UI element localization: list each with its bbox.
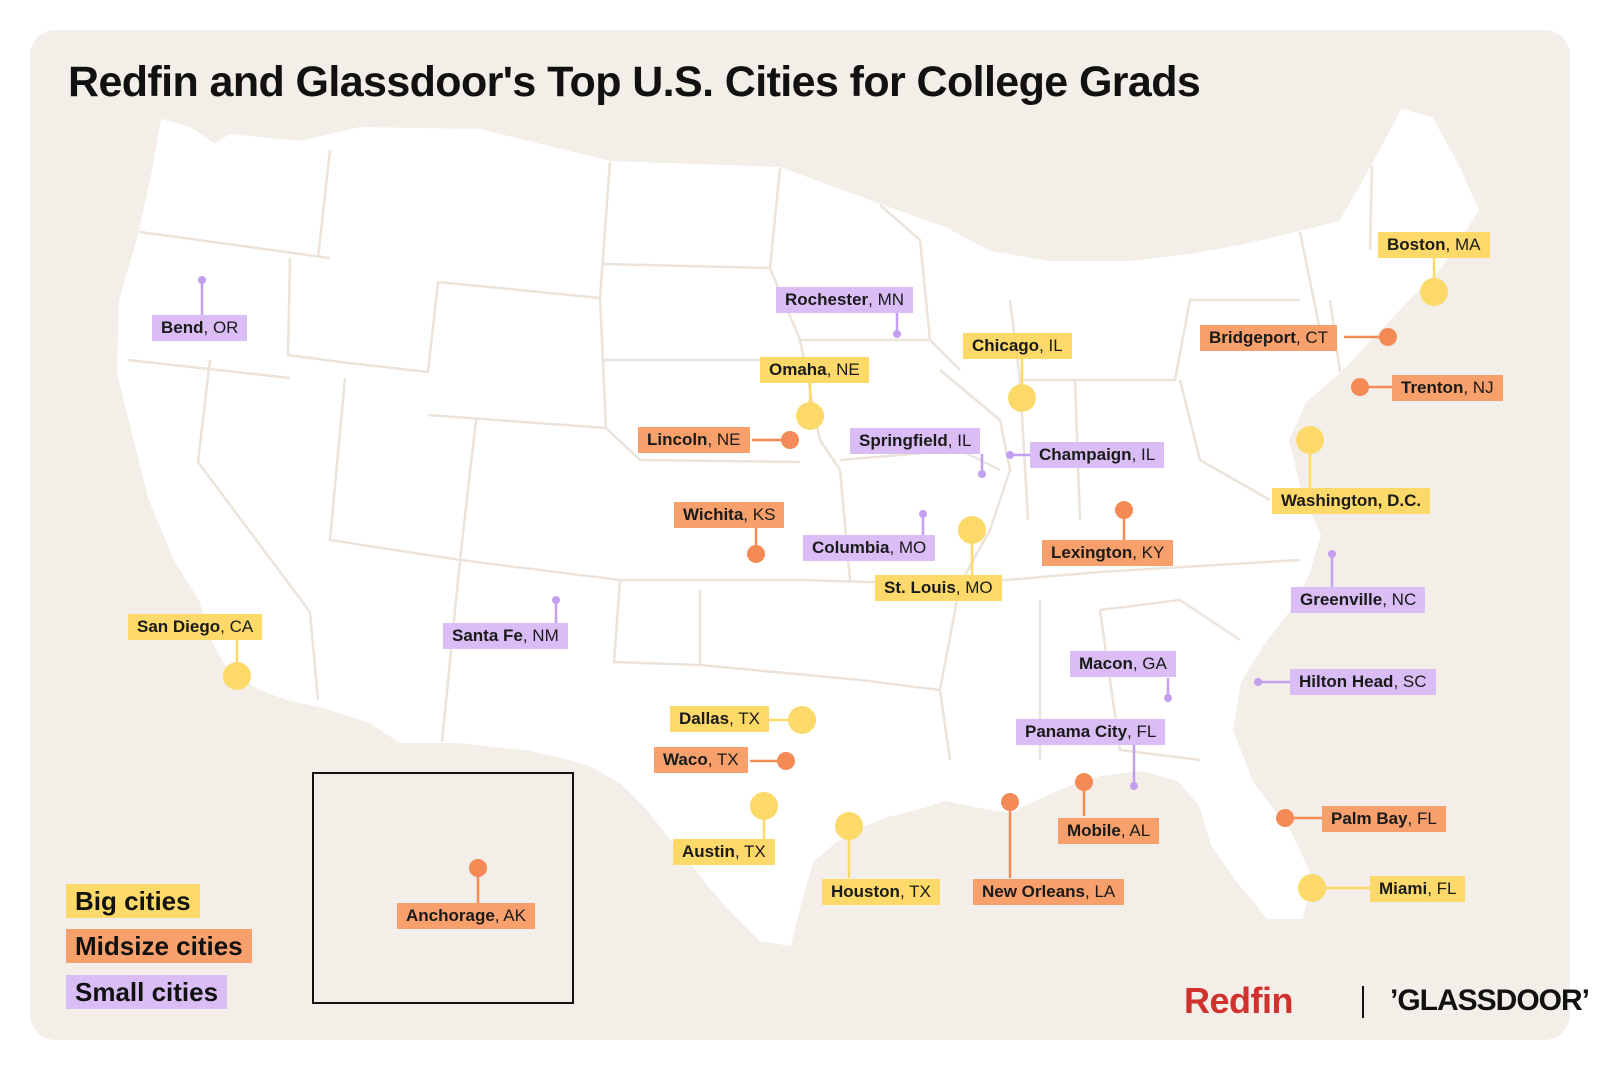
city-label-omaha: Omaha, NE [760, 357, 869, 383]
city-label-miami: Miami, FL [1370, 876, 1466, 902]
alaska-inset-frame [312, 772, 574, 1004]
city-label-houston: Houston, TX [822, 879, 940, 905]
logo-divider [1362, 986, 1364, 1018]
city-label-waco: Waco, TX [654, 747, 748, 773]
city-label-santafe: Santa Fe, NM [443, 623, 568, 649]
legend-small-cities: Small cities [66, 975, 228, 1009]
city-label-panamacity: Panama City, FL [1016, 719, 1166, 745]
redfin-logo: Redfin [1184, 980, 1294, 1021]
city-label-mobile: Mobile, AL [1058, 818, 1160, 844]
city-label-chicago: Chicago, IL [963, 333, 1072, 359]
city-label-columbia: Columbia, MO [803, 535, 936, 561]
city-label-bridgeport: Bridgeport, CT [1200, 325, 1337, 351]
city-label-neworleans: New Orleans, LA [973, 879, 1125, 905]
city-label-stlouis: St. Louis, MO [875, 575, 1002, 601]
city-label-bend: Bend, OR [152, 315, 248, 341]
city-label-lincoln: Lincoln, NE [638, 427, 750, 453]
city-label-hiltonhead: Hilton Head, SC [1290, 669, 1436, 695]
page-title: Redfin and Glassdoor's Top U.S. Cities f… [68, 58, 1201, 106]
city-label-springfield: Springfield, IL [850, 428, 981, 454]
city-label-washington: Washington, D.C. [1272, 488, 1431, 514]
city-label-macon: Macon, GA [1070, 651, 1176, 677]
city-label-trenton: Trenton, NJ [1392, 375, 1503, 401]
city-label-dallas: Dallas, TX [670, 706, 769, 732]
city-label-sandiego: San Diego, CA [128, 614, 263, 640]
state-borders [127, 149, 1374, 762]
city-label-rochester: Rochester, MN [776, 287, 914, 313]
city-label-boston: Boston, MA [1378, 232, 1490, 258]
legend-big-cities: Big cities [66, 884, 200, 918]
legend-midsize-cities: Midsize cities [66, 929, 252, 963]
city-label-wichita: Wichita, KS [674, 502, 785, 528]
city-label-palmbay: Palm Bay, FL [1322, 806, 1446, 832]
city-label-austin: Austin, TX [673, 839, 775, 865]
city-label-greenville: Greenville, NC [1291, 587, 1426, 613]
glassdoor-logo: ’GLASSDOOR’ [1390, 984, 1590, 1017]
city-label-champaign: Champaign, IL [1030, 442, 1165, 468]
city-label-anchorage: Anchorage, AK [397, 903, 535, 929]
city-label-lexington: Lexington, KY [1042, 540, 1174, 566]
